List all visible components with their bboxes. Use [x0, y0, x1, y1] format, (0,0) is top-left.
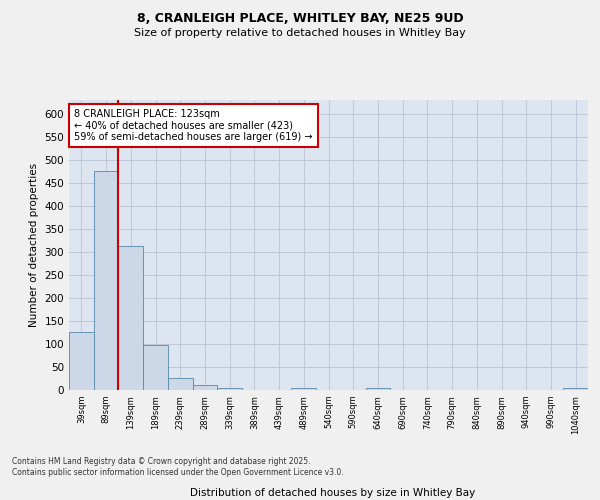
- Bar: [563, 388, 588, 390]
- Bar: [292, 388, 316, 390]
- Text: 8, CRANLEIGH PLACE, WHITLEY BAY, NE25 9UD: 8, CRANLEIGH PLACE, WHITLEY BAY, NE25 9U…: [137, 12, 463, 26]
- Bar: [118, 246, 143, 390]
- Bar: [94, 172, 118, 390]
- Bar: [69, 332, 94, 390]
- Bar: [217, 388, 242, 390]
- Bar: [193, 386, 217, 390]
- Bar: [365, 388, 390, 390]
- Text: Contains HM Land Registry data © Crown copyright and database right 2025.
Contai: Contains HM Land Registry data © Crown c…: [12, 458, 344, 477]
- Text: 8 CRANLEIGH PLACE: 123sqm
← 40% of detached houses are smaller (423)
59% of semi: 8 CRANLEIGH PLACE: 123sqm ← 40% of detac…: [74, 108, 313, 142]
- Bar: [168, 378, 193, 390]
- Y-axis label: Number of detached properties: Number of detached properties: [29, 163, 39, 327]
- Text: Size of property relative to detached houses in Whitley Bay: Size of property relative to detached ho…: [134, 28, 466, 38]
- Text: Distribution of detached houses by size in Whitley Bay: Distribution of detached houses by size …: [190, 488, 476, 498]
- Bar: [143, 346, 168, 390]
